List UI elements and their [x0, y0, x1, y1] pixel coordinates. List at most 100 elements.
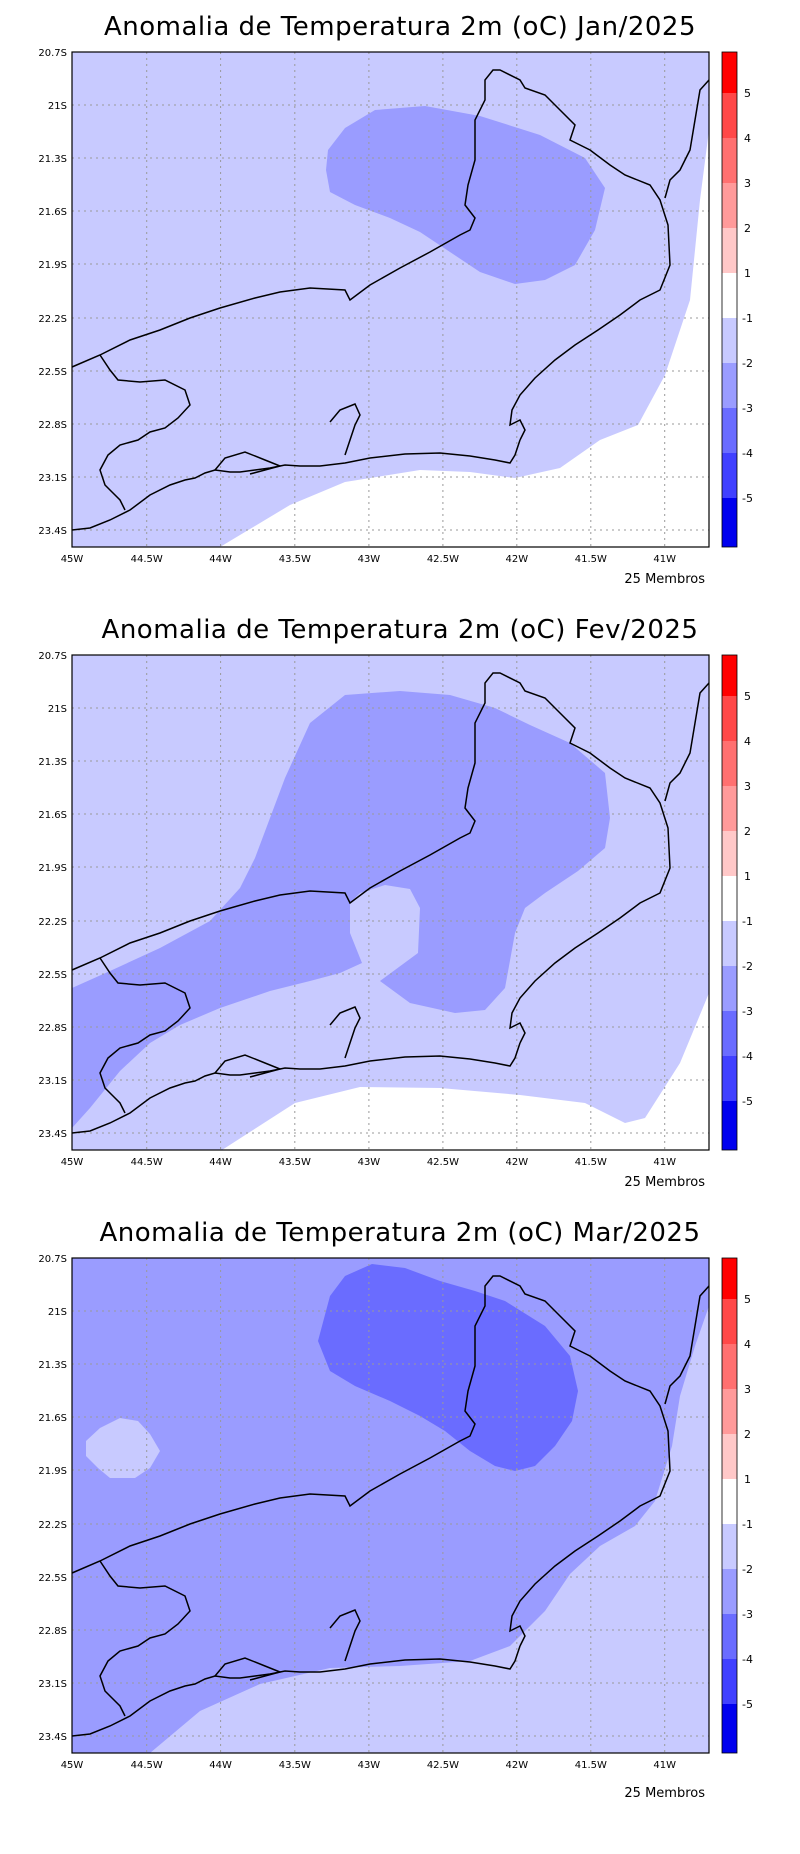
- lon-tick: 45W: [61, 554, 84, 565]
- colorbar-label: -1: [742, 915, 753, 928]
- map-panel-fev: Anomalia de Temperatura 2m (oC) Fev/2025: [0, 603, 800, 1203]
- lon-tick: 41.5W: [575, 1157, 607, 1168]
- colorbar-label: -2: [742, 960, 753, 973]
- colorbar-label: 3: [744, 780, 751, 793]
- map-figure: 20.7S 21S 21.3S 21.6S 21.9S 22.2S 22.5S …: [38, 48, 753, 565]
- lat-tick: 23.4S: [38, 526, 67, 537]
- colorbar-label: -2: [742, 1563, 753, 1576]
- lon-tick: 44W: [209, 1760, 232, 1771]
- colorbar-label: 1: [744, 870, 751, 883]
- lon-tick: 43.5W: [279, 1760, 311, 1771]
- lat-tick: 21.9S: [38, 863, 67, 874]
- coastline: [72, 1275, 709, 1737]
- field-anomaly-neutral: [222, 993, 709, 1150]
- lon-tick: 41W: [653, 1760, 676, 1771]
- lon-tick: 43W: [358, 1760, 381, 1771]
- colorbar-label: -1: [742, 312, 753, 325]
- lat-tick: 23.1S: [38, 1076, 67, 1087]
- colorbar-label: 4: [744, 132, 751, 145]
- lon-tick: 45W: [61, 1760, 84, 1771]
- map-panel-mar: Anomalia de Temperatura 2m (oC) Mar/2025: [0, 1206, 800, 1826]
- map-frame: [71, 654, 710, 1151]
- lat-tick: 22.5S: [38, 1573, 67, 1584]
- colorbar-label: 4: [744, 735, 751, 748]
- lon-tick: 44W: [209, 1157, 232, 1168]
- map-title: Anomalia de Temperatura 2m (oC) Fev/2025: [101, 615, 699, 645]
- lat-tick: 21S: [48, 704, 67, 715]
- lat-tick: 20.7S: [38, 651, 67, 662]
- lat-tick: 22.8S: [38, 1023, 67, 1034]
- lat-tick: 21.3S: [38, 1360, 67, 1371]
- lon-tick: 42W: [505, 1760, 528, 1771]
- lon-tick: 41W: [653, 554, 676, 565]
- colorbar-label: 5: [744, 87, 751, 100]
- lat-tick: 21.3S: [38, 154, 67, 165]
- lat-tick: 21.6S: [38, 1413, 67, 1424]
- lon-tick: 43.5W: [279, 554, 311, 565]
- colorbar-label: -1: [742, 1518, 753, 1531]
- field-anomaly-1-2: [150, 1306, 709, 1753]
- lat-tick: 21.3S: [38, 757, 67, 768]
- lon-tick: 44.5W: [131, 1157, 163, 1168]
- lat-labels: 20.7S 21S 21.3S 21.6S 21.9S 22.2S 22.5S …: [38, 651, 67, 1140]
- colorbar-label: -3: [742, 402, 753, 415]
- colorbar-label: 3: [744, 1383, 751, 1396]
- colorbar-label: -4: [742, 1050, 753, 1063]
- colorbar-label: 5: [744, 1293, 751, 1306]
- lat-tick: 22.8S: [38, 420, 67, 431]
- colorbar-label: -5: [742, 1698, 753, 1711]
- map-figure: 20.7S 21S 21.3S 21.6S 21.9S 22.2S 22.5S …: [38, 651, 753, 1168]
- lat-tick: 21.9S: [38, 260, 67, 271]
- lat-tick: 22.2S: [38, 314, 67, 325]
- lat-tick: 22.2S: [38, 917, 67, 928]
- graticule: [72, 655, 709, 1150]
- lon-tick: 41.5W: [575, 1760, 607, 1771]
- lon-tick: 41.5W: [575, 554, 607, 565]
- colorbar-label: 4: [744, 1338, 751, 1351]
- lat-tick: 21S: [48, 101, 67, 112]
- colorbar-label: 2: [744, 222, 751, 235]
- colorbar-label: 1: [744, 1473, 751, 1486]
- lat-tick: 23.1S: [38, 1679, 67, 1690]
- colorbar: 5 4 3 2 1 -1 -2 -3 -4 -5: [721, 51, 753, 548]
- graticule: [72, 1258, 709, 1753]
- lon-tick: 44.5W: [131, 1760, 163, 1771]
- field-anomaly-2-3: [326, 106, 605, 284]
- lat-tick: 22.8S: [38, 1626, 67, 1637]
- coastline: [72, 672, 709, 1134]
- colorbar-label: 1: [744, 267, 751, 280]
- coastline: [72, 69, 709, 531]
- field-anomaly-2-3: [72, 691, 610, 1128]
- graticule: [72, 52, 709, 547]
- colorbar: 5 4 3 2 1 -1 -2 -3 -4 -5: [721, 1257, 753, 1754]
- map-title: Anomalia de Temperatura 2m (oC) Mar/2025: [99, 1218, 701, 1248]
- lon-tick: 43W: [358, 554, 381, 565]
- lat-labels: 20.7S 21S 21.3S 21.6S 21.9S 22.2S 22.5S …: [38, 48, 67, 537]
- lat-tick: 22.5S: [38, 970, 67, 981]
- lat-tick: 21.6S: [38, 810, 67, 821]
- lon-tick: 43.5W: [279, 1157, 311, 1168]
- lat-tick: 23.1S: [38, 473, 67, 484]
- colorbar-label: -5: [742, 492, 753, 505]
- colorbar-label: -2: [742, 357, 753, 370]
- colorbar: 5 4 3 2 1 -1 -2 -3 -4 -5: [721, 654, 753, 1151]
- colorbar-label: -4: [742, 1653, 753, 1666]
- colorbar-label: 5: [744, 690, 751, 703]
- lat-tick: 20.7S: [38, 48, 67, 59]
- lon-tick: 42W: [505, 554, 528, 565]
- lon-tick: 44.5W: [131, 554, 163, 565]
- field-anomaly-1-2-west: [86, 1418, 160, 1478]
- colorbar-label: -4: [742, 447, 753, 460]
- members-note: 25 Membros: [624, 572, 705, 587]
- members-note: 25 Membros: [624, 1175, 705, 1190]
- lat-tick: 20.7S: [38, 1254, 67, 1265]
- members-note: 25 Membros: [624, 1786, 705, 1801]
- map-figure: 20.7S 21S 21.3S 21.6S 21.9S 22.2S 22.5S …: [38, 1254, 753, 1771]
- colorbar-label: -3: [742, 1608, 753, 1621]
- lon-tick: 45W: [61, 1157, 84, 1168]
- lon-tick: 42W: [505, 1157, 528, 1168]
- contour-layer: [72, 1258, 709, 1753]
- lon-labels: 45W 44.5W 44W 43.5W 43W 42.5W 42W 41.5W …: [61, 554, 676, 565]
- field-anomaly-neutral: [220, 130, 709, 547]
- lat-tick: 21S: [48, 1307, 67, 1318]
